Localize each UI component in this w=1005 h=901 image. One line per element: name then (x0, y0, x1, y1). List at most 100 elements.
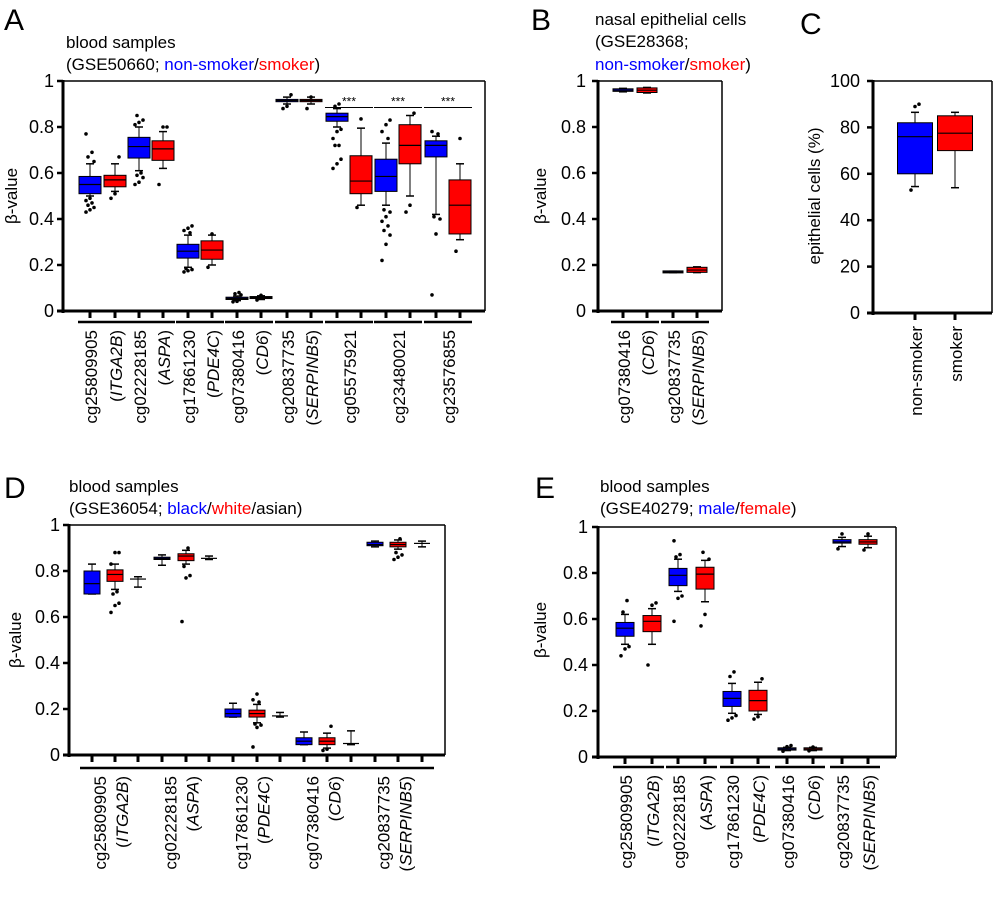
box-smoker (299, 95, 323, 111)
box (897, 122, 933, 175)
y-tick-label: 0 (576, 301, 586, 321)
paren: ) (805, 775, 824, 781)
title-segment: ) (791, 499, 797, 518)
outlier-point (186, 546, 190, 550)
x-category-label: cg02228185 (131, 330, 150, 424)
box-male (832, 532, 852, 551)
paren: ( (860, 864, 879, 870)
x-gene-label: (CD6) (326, 776, 345, 821)
x-category-label: cg20837735 (375, 776, 394, 870)
gene-name: ASPA (697, 781, 716, 826)
outlier-point (699, 624, 703, 628)
outlier-point (394, 550, 398, 555)
y-tick-label: 0.6 (563, 609, 588, 629)
paren: ) (639, 330, 658, 336)
y-tick-label: 0.8 (35, 561, 60, 581)
outlier-point (233, 291, 237, 296)
outlier-point (113, 550, 117, 555)
box-smoker (249, 293, 273, 302)
outlier-point (113, 191, 117, 196)
significance-label: *** (391, 94, 405, 108)
outlier-point (253, 722, 257, 726)
x-category-label: cg07380416 (229, 330, 248, 424)
title-segment: smoker (690, 55, 746, 74)
title-segment: male (698, 499, 735, 518)
gene-name: SERPINB5 (303, 335, 322, 420)
outlier-point (380, 219, 384, 224)
box-non-smoker (176, 224, 200, 274)
paren: ) (397, 776, 416, 782)
y-tick-label: 1 (578, 517, 588, 537)
x-gene-label: (ITGA2B) (113, 776, 132, 848)
y-tick-label: 0.2 (563, 701, 588, 721)
outlier-point (117, 550, 121, 555)
outlier-point (386, 136, 390, 141)
paren: ) (326, 776, 345, 782)
outlier-point (384, 122, 388, 127)
y-tick-label: 0 (578, 747, 588, 767)
title-segment: non-smoker (164, 55, 254, 74)
paren: ( (155, 379, 174, 385)
outlier-point (331, 166, 335, 171)
x-gene-label: (PDE4C) (750, 775, 769, 843)
outlier-point (305, 106, 309, 111)
title-segment: / (254, 55, 259, 74)
x-gene-label: (ASPA) (184, 776, 203, 831)
outlier-point (866, 532, 870, 536)
y-tick-label: 80 (840, 117, 860, 137)
paren: ) (303, 330, 322, 336)
y-tick-label: 0.8 (563, 563, 588, 583)
box-asian (130, 576, 146, 588)
box (103, 174, 127, 188)
outlier-point (382, 208, 386, 212)
box-black (224, 702, 242, 718)
outlier-point (259, 293, 263, 298)
y-tick-label: 0.8 (29, 117, 54, 137)
significance-label: *** (342, 94, 356, 108)
x-gene-label: (ASPA) (155, 330, 174, 385)
outlier-point (113, 603, 117, 608)
gene-name: ASPA (155, 336, 174, 381)
paren: ( (397, 865, 416, 871)
box-female (748, 677, 768, 721)
gene-name: ITGA2B (113, 782, 132, 842)
y-tick-label: 0.4 (561, 209, 586, 229)
gene-name: PDE4C (255, 781, 274, 838)
outlier-point (454, 249, 458, 253)
outlier-point (281, 106, 285, 111)
box-non-smoker (662, 270, 684, 274)
gene-name: SERPINB5 (689, 335, 708, 420)
title-segment: (GSE36054; (69, 499, 167, 518)
x-category-label: cg17861230 (180, 330, 199, 424)
outlier-point (625, 598, 629, 603)
outlier-point (84, 210, 88, 214)
y-tick-label: 0 (850, 303, 860, 323)
outlier-point (237, 290, 241, 295)
outlier-point (190, 267, 194, 272)
x-gene-label: (ASPA) (697, 775, 716, 830)
outlier-point (701, 550, 705, 555)
y-axis-label: β-value (6, 612, 25, 668)
x-gene-label: (SERPINB5) (689, 330, 708, 425)
outlier-point (400, 553, 404, 557)
y-tick-label: 1 (44, 71, 54, 91)
outlier-point (404, 210, 408, 214)
box-smoker (636, 86, 658, 94)
outlier-point (92, 159, 96, 164)
x-gene-label: (SERPINB5) (303, 330, 322, 425)
x-category-label: cg25809905 (617, 775, 636, 869)
outlier-point (672, 619, 676, 624)
x-category-label: non-smoker (907, 326, 926, 416)
outlier-point (619, 654, 623, 658)
x-gene-label: (CD6) (639, 330, 658, 375)
x-gene-label: (PDE4C) (204, 330, 223, 398)
outlier-point (182, 270, 186, 274)
paren: ) (184, 776, 203, 782)
outlier-point (676, 596, 680, 601)
box-smoker (398, 111, 422, 214)
outlier-point (117, 601, 121, 605)
outlier-point (726, 718, 730, 722)
outlier-point (756, 714, 760, 719)
